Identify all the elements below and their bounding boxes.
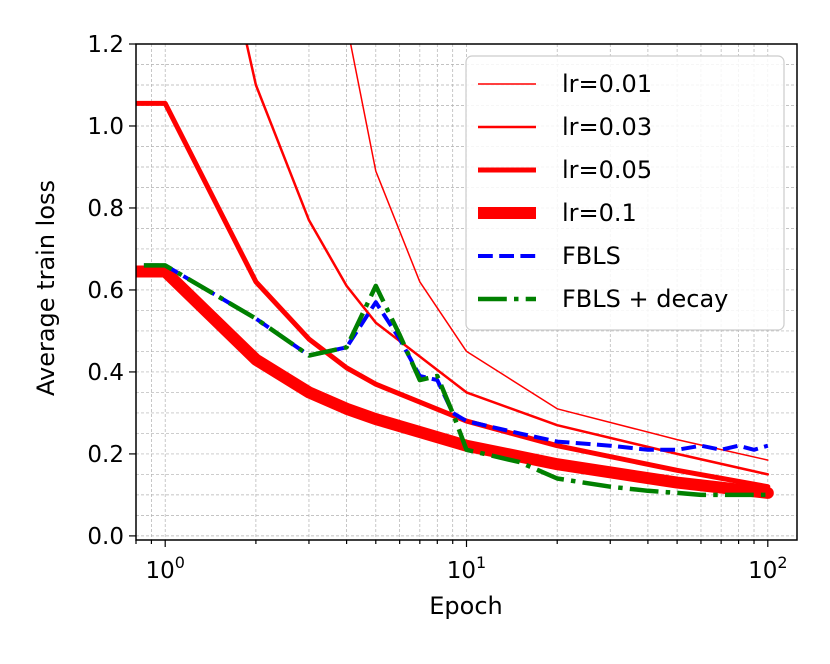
legend-label-lr-0-01: lr=0.01 [562, 70, 652, 98]
legend-label-fbls-decay: FBLS + decay [562, 285, 728, 313]
y-axis-label: Average train loss [32, 180, 60, 396]
x-tick-exponent: 0 [175, 553, 185, 572]
series-line-lr-0-01 [349, 44, 769, 461]
x-tick-label: 101 [447, 553, 486, 584]
x-tick-label: 100 [145, 553, 184, 584]
series-line-lr-0-03 [245, 44, 770, 476]
y-tick-label: 0.8 [87, 196, 124, 222]
y-tick-label: 1.0 [87, 114, 124, 140]
legend: lr=0.01 lr=0.03 lr=0.05 lr=0.1 FBLS FBLS + de… [465, 55, 785, 331]
legend-box [465, 55, 785, 331]
series-lines [136, 44, 774, 499]
y-tick-label: 1.2 [87, 32, 124, 58]
x-tick-label: 102 [748, 553, 787, 584]
x-tick-base: 10 [145, 558, 174, 584]
y-tick-label: 0.4 [87, 360, 124, 386]
x-tick-base: 10 [748, 558, 777, 584]
series-line-lr-0-1 [136, 265, 774, 499]
legend-label-lr-0-03: lr=0.03 [562, 113, 652, 141]
y-tick-label: 0.0 [87, 524, 124, 550]
legend-label-lr-0-05: lr=0.05 [562, 156, 652, 184]
x-axis-label: Epoch [429, 592, 503, 620]
series-line-fbls-decay [143, 263, 768, 498]
x-tick-exponent: 1 [476, 553, 486, 572]
y-tick-label: 0.6 [87, 278, 124, 304]
x-tick-base: 10 [447, 558, 476, 584]
series-line-lr-0-05 [136, 100, 771, 490]
y-tick-label: 0.2 [87, 442, 124, 468]
legend-label-fbls: FBLS [562, 242, 621, 270]
legend-label-lr-0-1: lr=0.1 [562, 199, 637, 227]
x-tick-exponent: 2 [777, 553, 787, 572]
